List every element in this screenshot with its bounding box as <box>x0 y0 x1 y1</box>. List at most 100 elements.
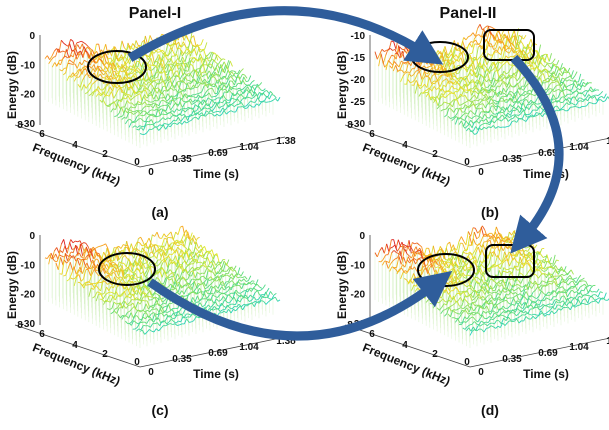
surface-line <box>490 110 492 114</box>
surface-line <box>508 113 510 115</box>
surface-line <box>80 44 82 49</box>
surface-line <box>464 37 466 39</box>
surface-line <box>536 97 538 102</box>
surface-line <box>220 108 222 112</box>
surface-line <box>601 100 603 102</box>
surface-line <box>180 65 182 66</box>
surface-line <box>529 100 531 103</box>
surface-line <box>238 83 240 84</box>
surface-line <box>207 108 209 109</box>
surface-line <box>101 245 103 246</box>
surface-line <box>189 120 191 121</box>
surface-line <box>390 48 392 50</box>
x-tick-label: 6 <box>369 129 375 140</box>
surface-line <box>153 104 155 108</box>
surface-line <box>171 120 173 123</box>
surface-line <box>177 242 179 243</box>
surface-line <box>241 94 243 97</box>
surface-line <box>156 95 158 101</box>
surface-line <box>259 82 261 85</box>
surface-line <box>232 72 234 75</box>
surface-line <box>114 116 116 117</box>
surface-line <box>206 98 208 103</box>
surface-line <box>553 87 555 91</box>
surface-line <box>71 278 73 279</box>
surface-line <box>69 60 71 61</box>
surface-line <box>452 119 454 121</box>
surface-line <box>400 63 402 69</box>
surface-line <box>491 106 493 107</box>
surface-line <box>578 101 580 102</box>
surface-line <box>172 252 174 255</box>
surface-line <box>210 113 212 114</box>
surface-line <box>123 245 125 246</box>
surface-line <box>459 121 461 125</box>
surface-line <box>377 54 379 59</box>
surface-line <box>258 87 260 90</box>
surface-line <box>504 99 506 100</box>
surface-line <box>213 100 215 101</box>
surface-line <box>245 75 247 78</box>
surface-line <box>456 98 458 99</box>
surface-line <box>444 115 446 117</box>
surface-line <box>465 47 467 48</box>
surface-line <box>605 97 607 101</box>
surface-line <box>434 81 436 82</box>
surface-line <box>199 106 201 110</box>
surface-line <box>248 76 250 82</box>
z-axis-label: Energy (dB) <box>335 51 349 119</box>
surface-line <box>526 118 528 122</box>
surface-line <box>519 114 521 116</box>
surface-line <box>192 114 194 115</box>
surface-line <box>473 33 475 37</box>
surface-line <box>414 57 416 58</box>
surface-line <box>564 103 566 106</box>
surface-line <box>511 94 513 98</box>
surface-line <box>171 106 173 110</box>
surface-line <box>441 110 443 112</box>
surface-line <box>549 82 551 85</box>
surface-line <box>86 44 88 46</box>
surface-line <box>219 64 221 73</box>
surface-line <box>550 90 552 94</box>
surface-line <box>383 56 385 64</box>
surface-line <box>140 133 142 134</box>
surface-line <box>390 66 392 69</box>
surface-line <box>164 234 166 237</box>
surface-line <box>177 97 179 98</box>
surface-line <box>545 64 547 68</box>
surface-line <box>133 126 135 128</box>
surface-line <box>490 103 492 105</box>
surface-line <box>67 279 69 281</box>
surface-line <box>252 97 254 98</box>
surface-line <box>84 43 86 45</box>
surface-line <box>573 106 575 107</box>
surface-line <box>471 33 473 36</box>
surface-line <box>201 72 203 73</box>
surface-line <box>196 117 198 119</box>
surface-line <box>178 102 180 106</box>
surface-line <box>278 97 280 101</box>
surface-line <box>200 51 202 52</box>
surface-line <box>562 78 564 79</box>
surface-line <box>545 78 547 80</box>
surface-line <box>223 95 225 99</box>
surface-line <box>591 96 593 97</box>
surface-line <box>99 246 101 247</box>
surface-line <box>469 117 471 119</box>
surface-line <box>514 92 516 94</box>
surface-line <box>603 101 605 102</box>
surface-line <box>140 126 142 127</box>
surface-line <box>506 73 508 74</box>
z-tick-label: -25 <box>351 97 366 108</box>
surface-line <box>593 95 595 96</box>
surface-line <box>154 127 156 128</box>
surface-line <box>592 91 594 92</box>
surface-line <box>506 48 508 50</box>
surface-line <box>536 112 538 113</box>
surface-line <box>600 91 602 94</box>
surface-line <box>153 100 155 102</box>
surface-line <box>483 104 485 108</box>
surface-line <box>487 124 489 125</box>
